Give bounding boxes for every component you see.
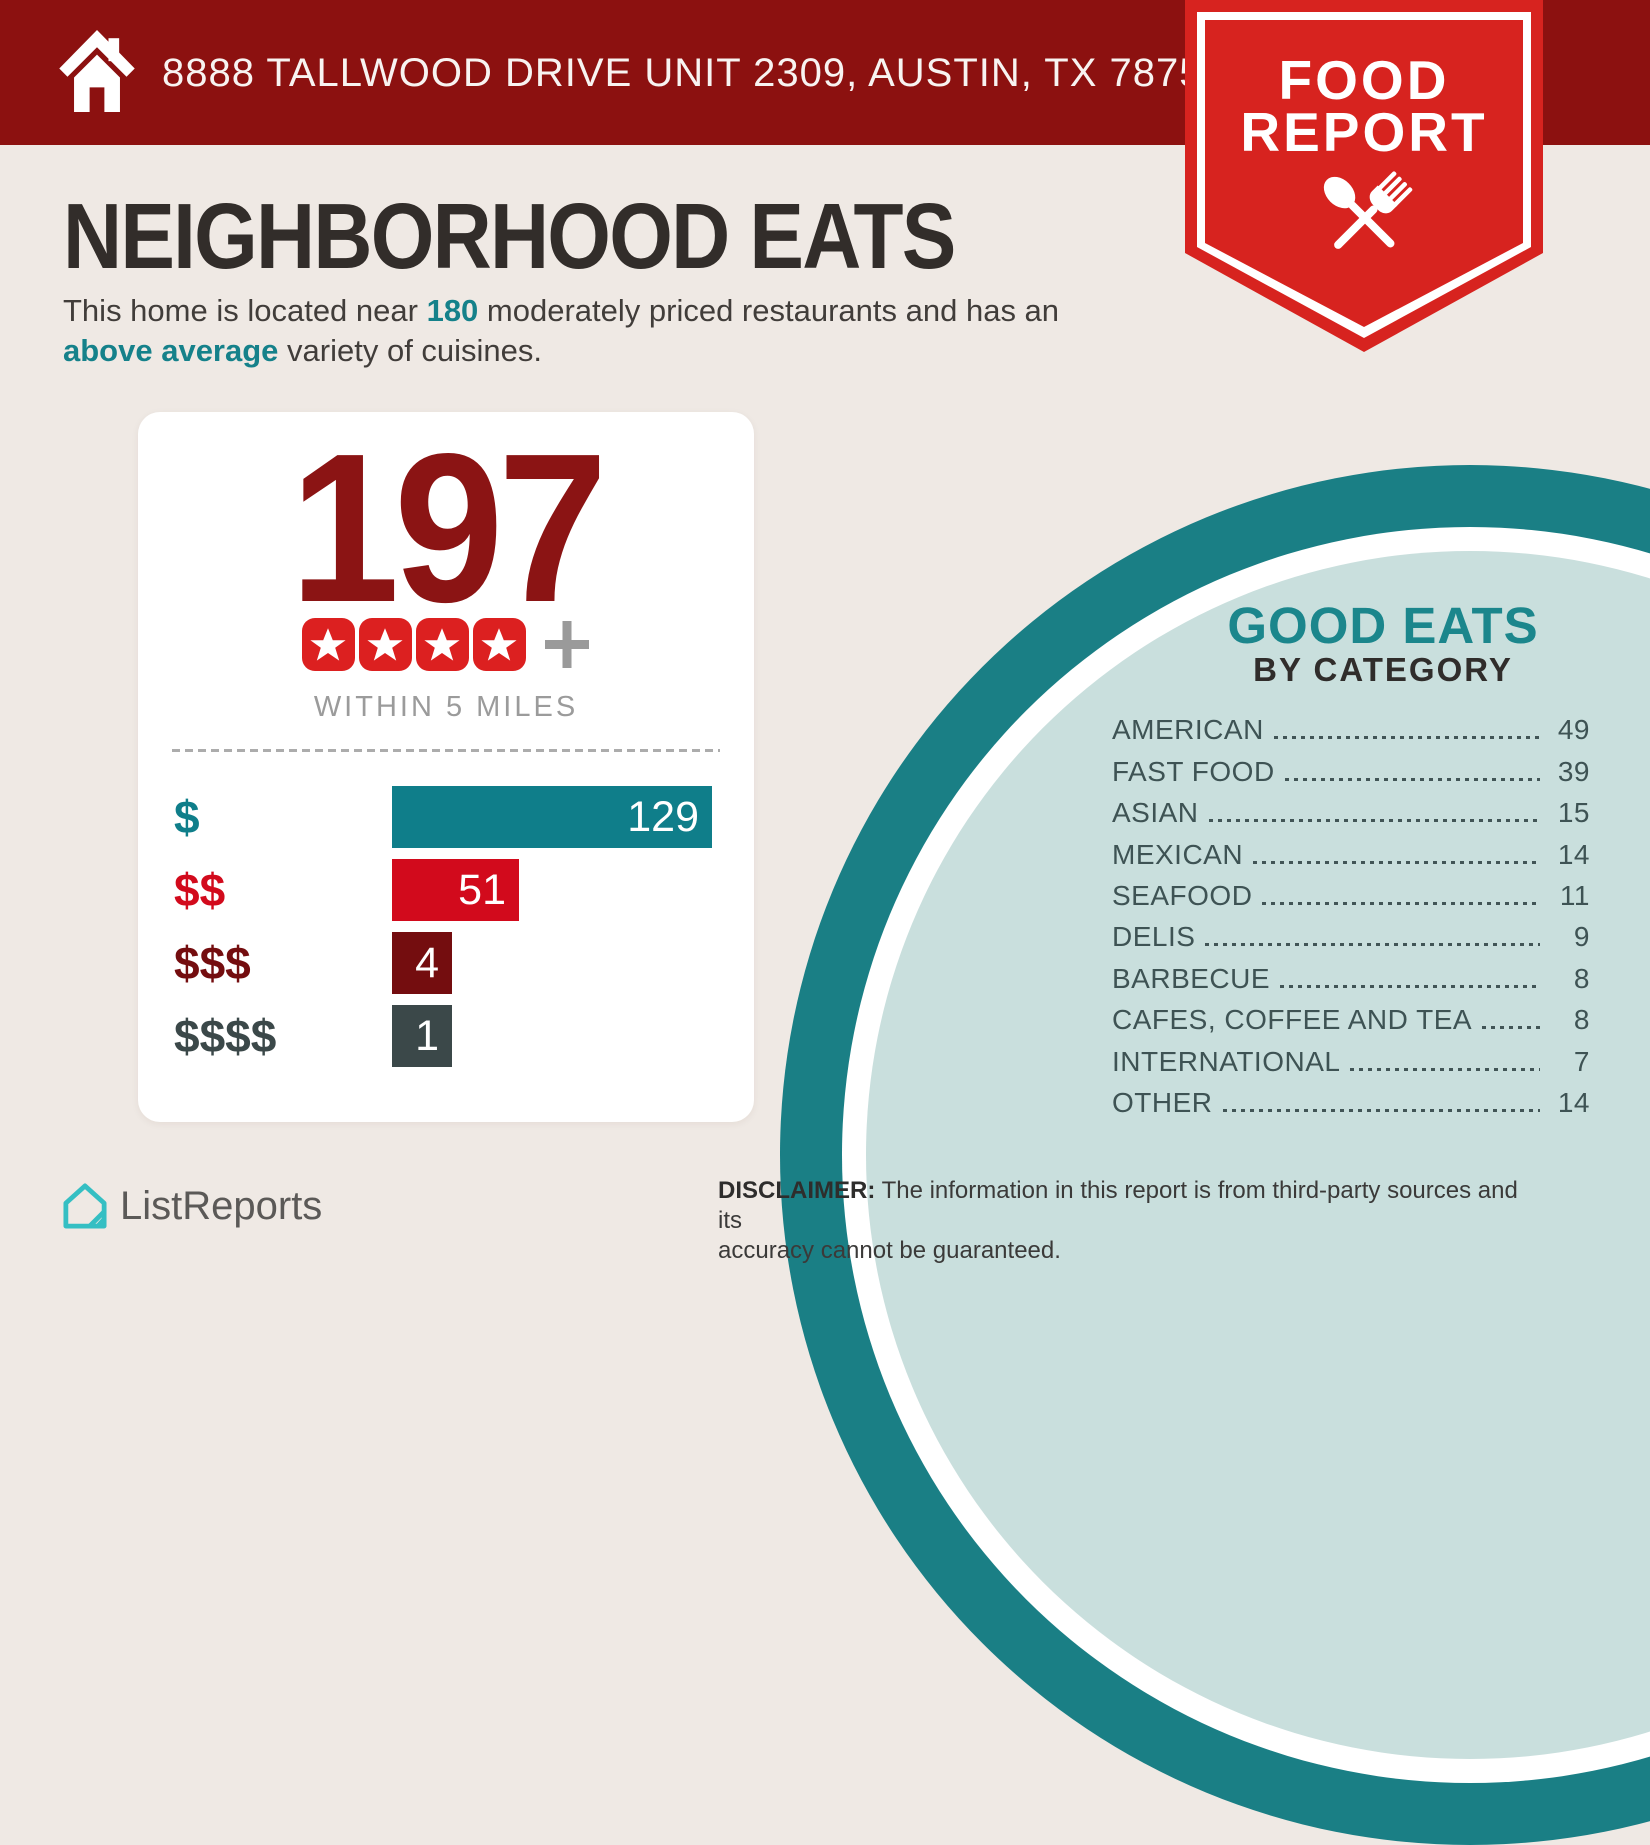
disclaimer-line1: DISCLAIMER: The information in this repo…: [718, 1176, 1538, 1236]
listreports-house-icon: [63, 1183, 107, 1229]
category-value: 49: [1557, 714, 1590, 746]
star-icon: [415, 618, 469, 671]
price-bar-value: 1: [415, 1011, 439, 1060]
restaurant-count: 197: [289, 409, 608, 646]
price-level-label: $$$$: [174, 1010, 277, 1062]
good-eats-subtitle: BY CATEGORY: [1253, 651, 1513, 688]
price-bar-chart: $129 $$ 51 $$$ 4 $$$$ 1: [174, 786, 734, 1078]
price-level-label: $$$: [174, 937, 251, 989]
price-level-label: $$: [174, 864, 226, 916]
price-row: $$$ 4: [174, 932, 734, 994]
property-address: 8888 TALLWOOD DRIVE UNIT 2309, AUSTIN, T…: [162, 51, 1226, 95]
dotted-leader: [1273, 736, 1540, 740]
star-icon: [472, 618, 526, 671]
price-bar: 1: [392, 1005, 452, 1067]
dotted-leader: [1280, 984, 1540, 988]
category-label: INTERNATIONAL: [1112, 1045, 1341, 1077]
plus-icon: [543, 618, 591, 671]
category-row: AMERICAN 49: [1112, 707, 1590, 748]
category-value: 14: [1557, 838, 1590, 870]
food-report-ribbon: FOOD REPORT: [1185, 0, 1543, 352]
category-label: SEAFOOD: [1112, 879, 1253, 911]
category-label: CAFES, COFFEE AND TEA: [1112, 1004, 1473, 1036]
radius-label: WITHIN 5 MILES: [313, 691, 579, 723]
category-value: 8: [1573, 1004, 1590, 1036]
star-icon: [301, 618, 355, 671]
dashed-divider: [172, 749, 720, 752]
category-value: 7: [1573, 1045, 1590, 1077]
category-row: OTHER 14: [1112, 1080, 1590, 1121]
dotted-leader: [1205, 943, 1540, 947]
disclaimer: DISCLAIMER: The information in this repo…: [718, 1176, 1538, 1266]
category-value: 39: [1557, 755, 1590, 787]
ribbon-shape: [1185, 0, 1543, 352]
category-label: AMERICAN: [1112, 714, 1264, 746]
star-rating: [138, 618, 754, 671]
price-bar: 129: [392, 786, 712, 848]
dotted-leader: [1253, 860, 1540, 864]
disclaimer-label: DISCLAIMER:: [718, 1177, 876, 1204]
dotted-leader: [1262, 901, 1540, 905]
listreports-logo: ListReports: [63, 1183, 322, 1229]
disclaimer-text1: The information in this report is from t…: [718, 1177, 1518, 1234]
price-bar: 4: [392, 932, 452, 994]
category-label: OTHER: [1112, 1086, 1213, 1118]
good-eats-title: GOOD EATS: [1227, 597, 1539, 654]
dotted-leader: [1208, 819, 1540, 823]
intro-post: variety of cuisines.: [278, 333, 543, 368]
intro-pre: This home is located near: [63, 293, 427, 328]
price-bar-value: 51: [458, 865, 506, 914]
intro-text: This home is located near 180 moderately…: [63, 291, 1123, 371]
category-row: FAST FOOD 39: [1112, 748, 1590, 789]
price-row: $$$$ 1: [174, 1005, 734, 1067]
dotted-leader: [1482, 1026, 1540, 1030]
star-row: [301, 618, 526, 671]
intro-highlight: above average: [63, 333, 279, 368]
category-value: 9: [1573, 921, 1590, 953]
category-value: 14: [1557, 1086, 1590, 1118]
ribbon-title-line1: FOOD: [1278, 49, 1450, 111]
listreports-wordmark: ListReports: [120, 1183, 323, 1228]
category-row: SEAFOOD 11: [1112, 873, 1590, 914]
category-row: MEXICAN 14: [1112, 831, 1590, 872]
category-label: FAST FOOD: [1112, 755, 1275, 787]
disclaimer-line2: accuracy cannot be guaranteed.: [718, 1237, 1061, 1264]
star-icon: [358, 618, 412, 671]
price-bar: 51: [392, 859, 519, 921]
home-icon: [59, 30, 135, 112]
price-row: $129: [174, 786, 734, 848]
category-row: DELIS 9: [1112, 914, 1590, 955]
price-row: $$ 51: [174, 859, 734, 921]
category-label: MEXICAN: [1112, 838, 1244, 870]
intro-mid: moderately priced restaurants and has an: [478, 293, 1060, 328]
dotted-leader: [1222, 1108, 1540, 1112]
crossed-spoon-fork-icon: [1323, 171, 1413, 249]
restaurant-stats-card: 197 WITHIN 5 MILES $129 $$ 51 $$$ 4 $$$$ 1: [138, 412, 754, 1122]
ribbon-title-line2: REPORT: [1240, 101, 1488, 163]
category-label: BARBECUE: [1112, 962, 1271, 994]
category-value: 8: [1573, 962, 1590, 994]
category-row: BARBECUE 8: [1112, 955, 1590, 996]
category-row: INTERNATIONAL 7: [1112, 1038, 1590, 1079]
category-row: ASIAN 15: [1112, 790, 1590, 831]
price-level-label: $: [174, 791, 200, 843]
category-label: ASIAN: [1112, 797, 1199, 829]
category-list: AMERICAN 49 FAST FOOD 39 ASIAN 15 MEXICAN 14 SEA…: [1112, 707, 1590, 1121]
intro-count: 180: [426, 293, 479, 328]
page-title: NEIGHBORHOOD EATS: [63, 184, 956, 288]
category-label: DELIS: [1112, 921, 1196, 953]
category-value: 15: [1557, 797, 1590, 829]
dotted-leader: [1350, 1067, 1540, 1071]
category-row: CAFES, COFFEE AND TEA 8: [1112, 997, 1590, 1038]
price-bar-value: 129: [627, 792, 699, 841]
category-value: 11: [1559, 879, 1590, 911]
dotted-leader: [1284, 777, 1540, 781]
price-bar-value: 4: [415, 938, 439, 987]
